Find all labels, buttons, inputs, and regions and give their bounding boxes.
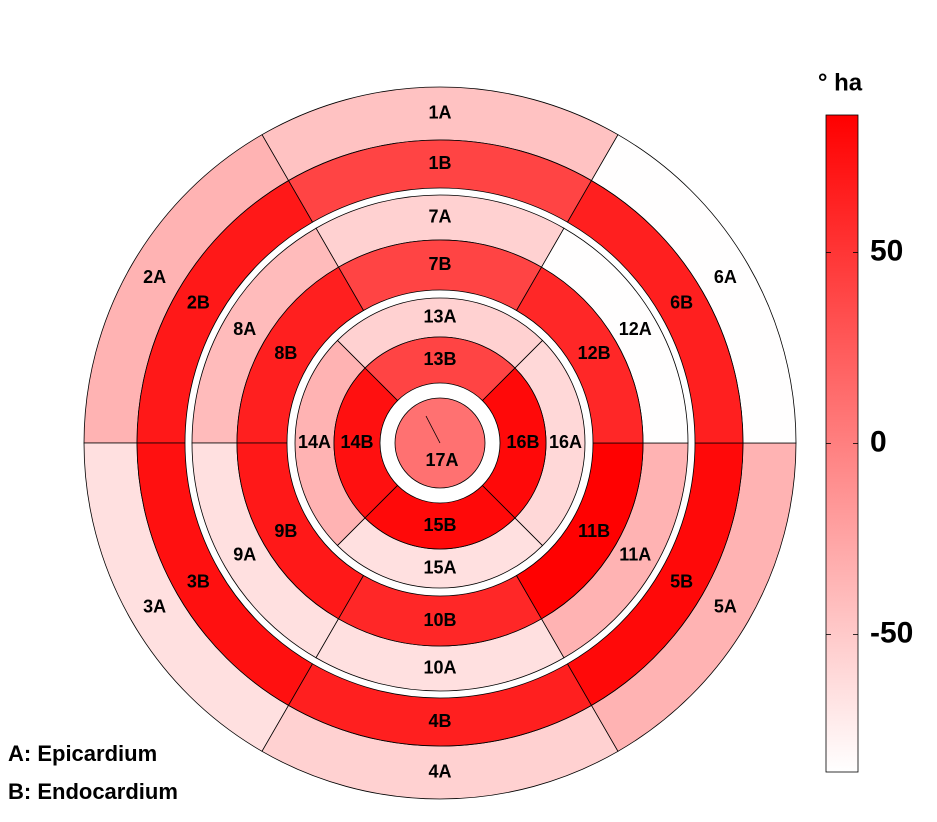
segment-label: 14B	[340, 432, 373, 452]
colorbar-tick-label: 0	[870, 425, 887, 458]
colorbar-label: ° ha	[818, 69, 863, 96]
segment-label: 11B	[578, 521, 610, 541]
segment-label: 13A	[423, 306, 456, 326]
colorbar-tick-label: -50	[870, 616, 913, 649]
segment-label: 17A	[425, 450, 458, 470]
segment-label: 16B	[506, 432, 539, 452]
colorbar	[825, 114, 859, 773]
colorbar-tick-label: 50	[870, 234, 903, 267]
legend-text: B: Endocardium	[8, 779, 178, 804]
segment	[333, 367, 399, 519]
segment-label: 10B	[423, 610, 456, 630]
segment-label: 5B	[670, 571, 693, 591]
segment	[364, 336, 516, 402]
segment-label: 11A	[619, 545, 651, 565]
segment-label: 1A	[428, 102, 451, 122]
segment	[364, 484, 516, 550]
segment-label: 1B	[428, 153, 451, 173]
segment-label: 16A	[549, 432, 582, 452]
segment-label: 2A	[143, 267, 166, 287]
segment-label: 8B	[274, 343, 297, 363]
segment-label: 12B	[578, 343, 611, 363]
segment-label: 8A	[233, 319, 256, 339]
segment-label: 4A	[428, 761, 451, 781]
segment-label: 2B	[187, 292, 210, 312]
segment-label: 12A	[619, 319, 652, 339]
segment-label: 3B	[187, 571, 210, 591]
segment-label: 7A	[428, 206, 451, 226]
segment-label: 10A	[423, 657, 456, 677]
segment-label: 15A	[423, 557, 456, 577]
segment	[566, 180, 744, 444]
segment-label: 3A	[143, 597, 166, 617]
segment-label: 4B	[428, 711, 451, 731]
segment-label: 5A	[714, 597, 737, 617]
segment-label: 6A	[714, 267, 737, 287]
segment-label: 13B	[423, 349, 456, 369]
segment-label: 14A	[298, 432, 331, 452]
segment	[481, 367, 547, 519]
segment-label: 15B	[423, 515, 456, 535]
segment	[515, 266, 644, 444]
segment-label: 6B	[670, 292, 693, 312]
segment-label: 9A	[233, 545, 256, 565]
segment-label: 7B	[428, 254, 451, 274]
legend-text: A: Epicardium	[8, 741, 157, 766]
segment-label: 9B	[274, 521, 297, 541]
